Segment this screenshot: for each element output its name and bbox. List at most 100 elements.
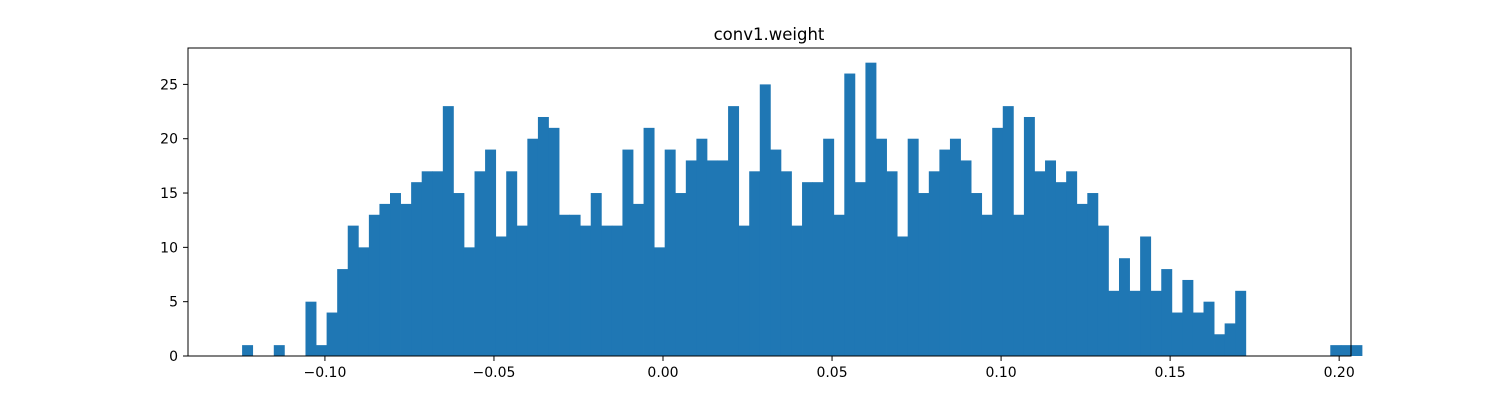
histogram-bar [316, 345, 328, 356]
histogram-bar [1023, 116, 1035, 356]
histogram-bar [1118, 258, 1130, 356]
histogram-bar [390, 193, 401, 356]
histogram-bar [1203, 301, 1215, 356]
histogram-bar [379, 203, 391, 356]
histogram-bar [569, 214, 581, 356]
histogram-bars [242, 62, 1363, 357]
histogram-bar [897, 236, 909, 356]
plot-frame [187, 47, 1352, 357]
histogram-bar [654, 247, 666, 356]
histogram-bar [601, 225, 613, 356]
histogram-bar [1330, 345, 1342, 356]
x-tick-label: 0.10 [985, 365, 1016, 381]
histogram-bar [823, 138, 835, 356]
x-tick-label: 0.05 [816, 365, 847, 381]
histogram-bar [326, 312, 338, 356]
histogram-bar [622, 149, 634, 356]
histogram-bar [886, 171, 898, 356]
y-tick-label: 15 [160, 186, 178, 202]
histogram-bar [685, 160, 697, 356]
histogram-bar [347, 225, 359, 356]
histogram-bar [1087, 193, 1099, 356]
histogram-bar [358, 247, 370, 356]
histogram-bar [833, 214, 845, 356]
histogram-bar [1034, 171, 1046, 356]
histogram-bar [1066, 171, 1078, 356]
histogram-bar [432, 171, 444, 356]
x-tick-label: −0.10 [303, 365, 346, 381]
histogram-bar [1129, 290, 1141, 356]
histogram-bar [728, 106, 740, 356]
histogram-bar [1351, 345, 1363, 356]
histogram-bar [770, 149, 782, 356]
histogram-bar [854, 182, 866, 356]
histogram-bar [453, 193, 465, 356]
histogram-bar [791, 225, 803, 356]
histogram-bar [981, 214, 993, 356]
histogram-bar [442, 106, 454, 356]
chart-title: conv1.weight [714, 25, 825, 44]
histogram-bar [812, 182, 824, 356]
histogram-bar [1171, 312, 1183, 356]
histogram-bar [463, 247, 475, 356]
histogram-bar [907, 138, 919, 356]
histogram-bar [506, 171, 518, 356]
histogram-bar [844, 73, 856, 357]
histogram-bar [1002, 106, 1014, 356]
histogram-bar [632, 203, 644, 356]
histogram-bar [949, 138, 961, 356]
histogram-bar [590, 193, 602, 356]
histogram-bar [1076, 203, 1088, 356]
y-axis: 0 5 10 15 20 25 [160, 77, 188, 365]
histogram-bar [1150, 290, 1162, 356]
histogram-bar [738, 225, 750, 356]
histogram-bar [1214, 334, 1226, 356]
histogram-bar [759, 84, 771, 356]
y-tick-label: 25 [160, 77, 178, 93]
histogram-bar [696, 138, 708, 356]
x-tick-label: −0.05 [473, 365, 516, 381]
histogram-bar [400, 203, 412, 356]
histogram-bar [928, 171, 940, 356]
histogram-bar [1097, 225, 1109, 356]
histogram-bar [1055, 182, 1067, 356]
histogram-bar [1235, 290, 1247, 356]
histogram-bar [1140, 236, 1152, 356]
x-tick-label: 0.15 [1155, 365, 1186, 381]
histogram-bar [918, 193, 930, 356]
histogram-bar [939, 149, 951, 356]
y-tick-label: 10 [160, 240, 178, 256]
histogram-bar [474, 171, 486, 356]
histogram-bar [411, 182, 423, 356]
histogram-bar [559, 214, 571, 356]
histogram-bar [1182, 279, 1194, 356]
histogram-bar [875, 138, 887, 356]
histogram-bar [242, 345, 254, 356]
histogram-bar [527, 138, 539, 356]
histogram-bar [580, 225, 592, 356]
histogram-bar [537, 116, 549, 356]
y-tick-label: 0 [169, 349, 178, 365]
histogram-bar [780, 171, 792, 356]
histogram-bar [495, 236, 507, 356]
histogram-bar [664, 149, 676, 356]
histogram-bar [337, 269, 349, 356]
histogram-bar [1192, 312, 1204, 356]
histogram-bar [960, 160, 972, 356]
histogram-bar [865, 62, 877, 357]
histogram-bar [706, 160, 718, 356]
x-tick-label: 0.20 [1324, 365, 1355, 381]
histogram-bar [1161, 269, 1173, 356]
histogram-bar [516, 225, 528, 356]
histogram-bar [1013, 214, 1025, 356]
histogram-bar [548, 127, 560, 356]
histogram-bar [802, 182, 814, 356]
histogram-bar [992, 127, 1004, 356]
x-tick-label: 0.00 [647, 365, 678, 381]
histogram-bar [1045, 160, 1057, 356]
histogram-bar [421, 171, 433, 356]
histogram-bar [611, 225, 623, 356]
histogram-bar [971, 193, 983, 356]
